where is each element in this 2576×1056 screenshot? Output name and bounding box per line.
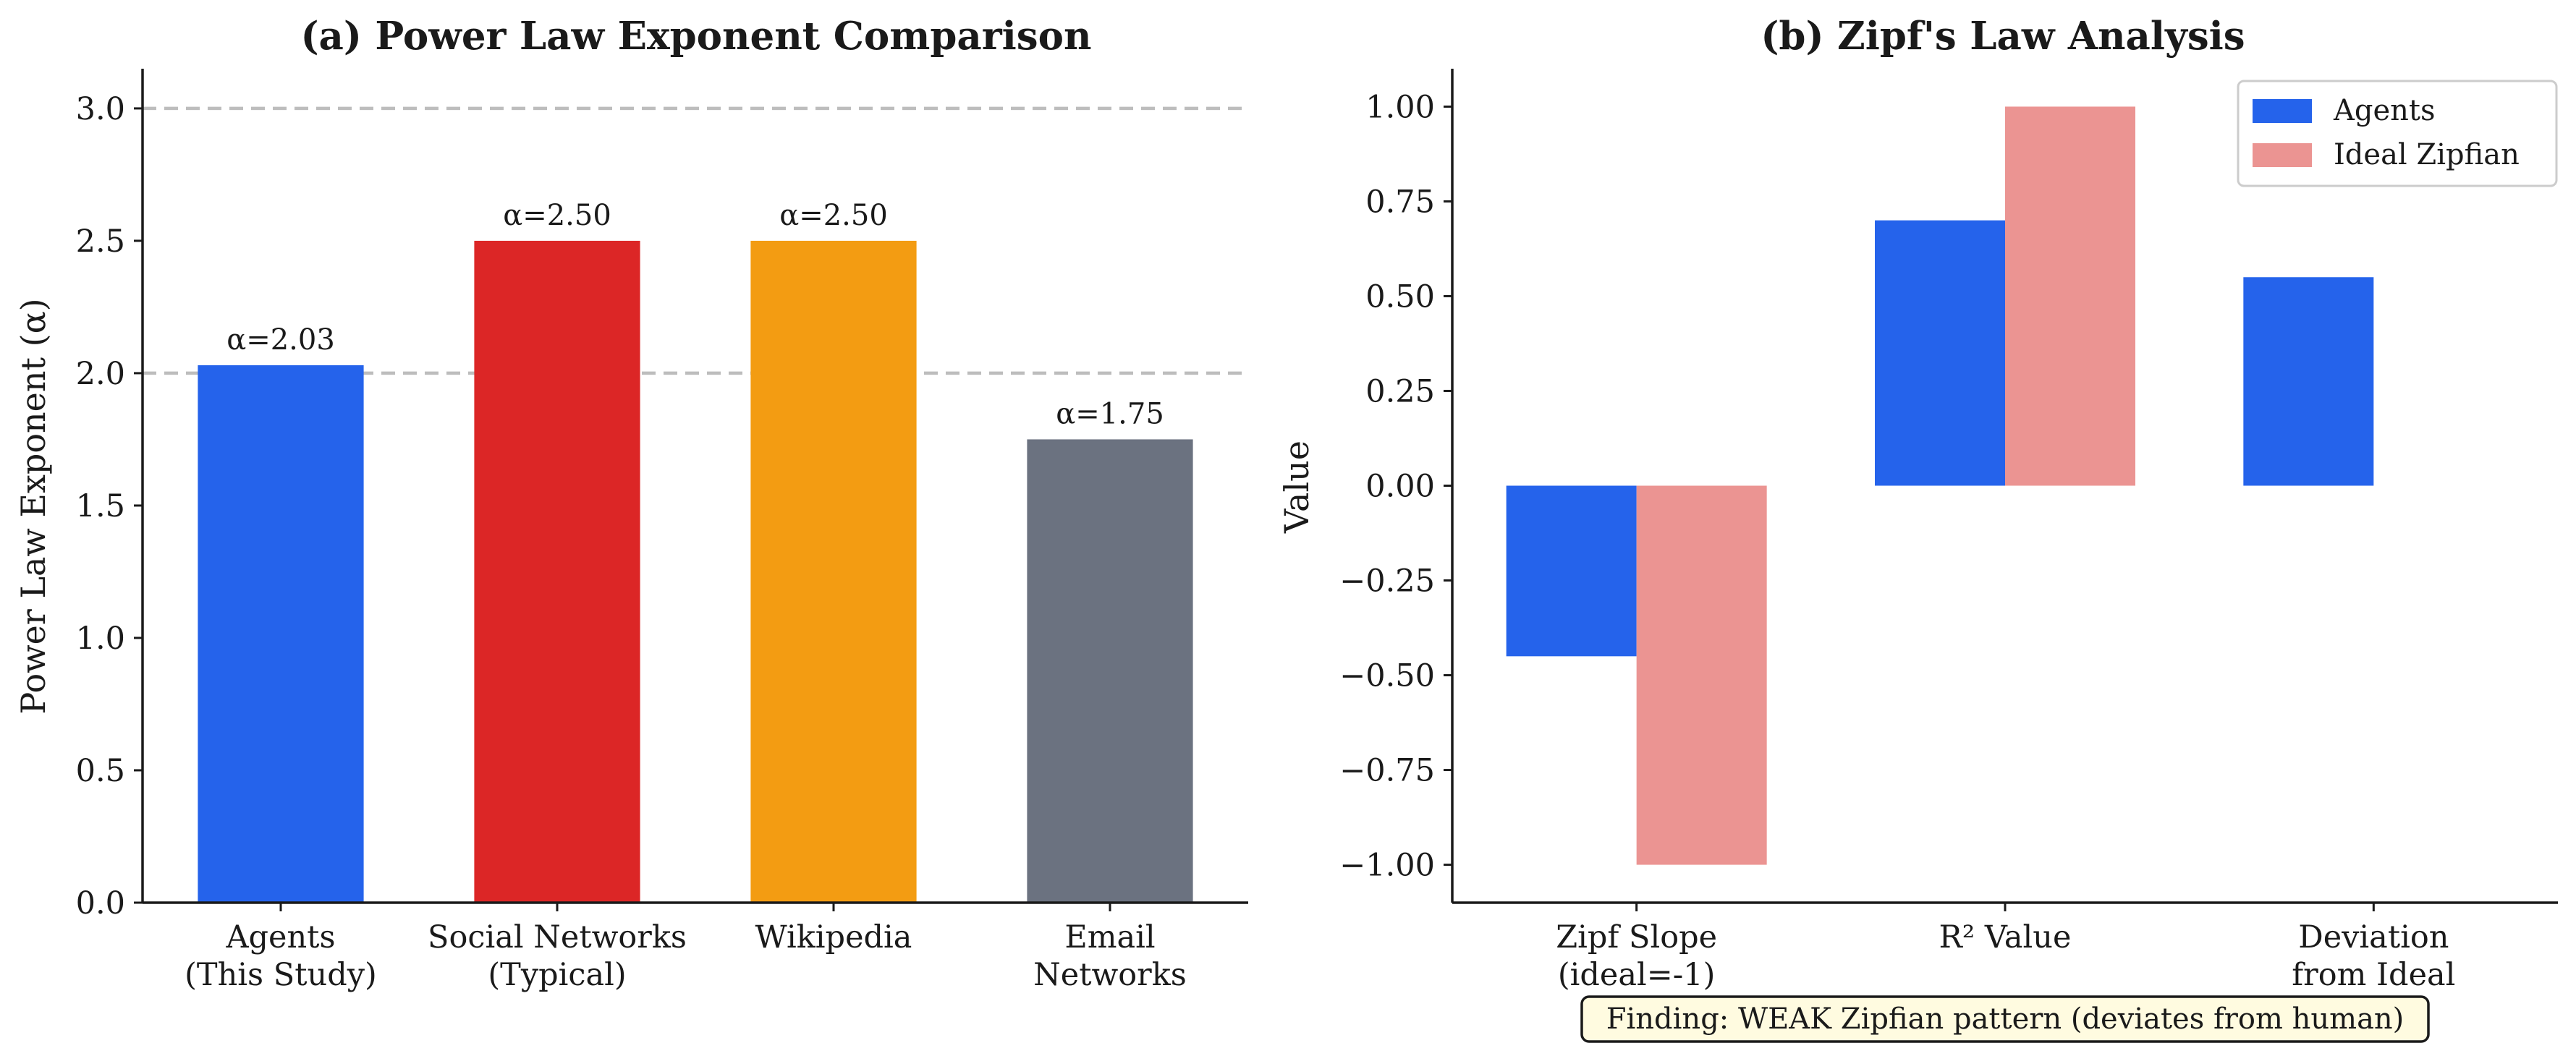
x-tick-label-3-0: Email xyxy=(1064,919,1155,955)
bar-0 xyxy=(198,365,364,903)
y-tick-label-4: 2.0 xyxy=(76,356,125,392)
finding-text: Finding: WEAK Zipfian pattern (deviates … xyxy=(1606,1002,2405,1036)
power-law-panel: (a) Power Law Exponent Comparison α=2.03… xyxy=(14,14,1248,993)
y-tick-label-0: 0.0 xyxy=(76,885,125,921)
y-tick-label-b-7: 0.75 xyxy=(1365,184,1435,220)
legend-label-agents: Agents xyxy=(2333,94,2436,127)
zipf-panel: (b) Zipf's Law Analysis −1.00−0.75−0.50−… xyxy=(1277,14,2558,1043)
x-tick-label-b-2-0: Deviation xyxy=(2298,919,2449,955)
x-tick-label-1-1: (Typical) xyxy=(488,957,626,993)
y-tick-label-b-6: 0.50 xyxy=(1365,278,1435,315)
y-ticks-b: −1.00 −0.75 −0.50 −0.25 0.00 0.25 0.50 0.75 1.00 xyxy=(1339,89,1452,884)
y-tick-label-b-2: −0.50 xyxy=(1339,658,1435,694)
y-tick-label-1: 0.5 xyxy=(76,753,125,789)
x-tick-label-b-2-1: from Ideal xyxy=(2292,957,2455,993)
chart-title-a: (a) Power Law Exponent Comparison xyxy=(300,14,1091,59)
legend-box xyxy=(2237,80,2558,187)
x-tick-label-3-1: Networks xyxy=(1033,957,1187,993)
bar-agents-1 xyxy=(1875,220,2005,486)
y-axis-label-b: Value xyxy=(1277,440,1316,534)
x-tick-label-b-1-0: R² Value xyxy=(1939,919,2072,955)
bar-label-2: α=2.50 xyxy=(779,199,888,232)
y-tick-label-b-4: 0.00 xyxy=(1365,469,1435,505)
bars-b xyxy=(1506,106,2374,865)
axes-a xyxy=(141,69,1248,904)
legend-swatch-ideal xyxy=(2253,143,2312,167)
y-tick-label-5: 2.5 xyxy=(76,223,125,260)
x-tick-label-0-0: Agents xyxy=(225,919,335,955)
finding-box xyxy=(1580,995,2430,1043)
bar-labels-a: α=2.03 α=2.50 α=2.50 α=1.75 xyxy=(226,199,1164,431)
y-tick-label-3: 1.5 xyxy=(76,488,125,524)
y-tick-label-b-1: −0.75 xyxy=(1339,753,1435,789)
legend: Agents Ideal Zipfian xyxy=(2237,80,2558,187)
legend-swatch-agents xyxy=(2253,99,2312,123)
bar-label-1: α=2.50 xyxy=(503,199,611,232)
bars-a xyxy=(198,240,1193,903)
bar-1 xyxy=(474,240,640,903)
x-ticks-a: Agents(This Study) Social Networks(Typica… xyxy=(185,903,1187,993)
x-tick-label-2-0: Wikipedia xyxy=(755,919,912,955)
finding-annotation: Finding: WEAK Zipfian pattern (deviates … xyxy=(1580,995,2430,1043)
bar-ideal-zipfian-0 xyxy=(1636,485,1767,865)
y-axis-label-a: Power Law Exponent (α) xyxy=(14,298,53,714)
y-tick-label-b-8: 1.00 xyxy=(1365,89,1435,125)
y-tick-label-6: 3.0 xyxy=(76,91,125,127)
legend-label-ideal: Ideal Zipfian xyxy=(2334,138,2520,171)
y-ticks-a: 0.0 0.5 1.0 1.5 2.0 2.5 3.0 xyxy=(76,91,143,921)
y-tick-label-b-5: 0.25 xyxy=(1365,373,1435,409)
x-tick-label-b-0-0: Zipf Slope xyxy=(1556,919,1717,955)
y-tick-label-2: 1.0 xyxy=(76,621,125,657)
bar-2 xyxy=(750,240,917,903)
bar-label-0: α=2.03 xyxy=(226,323,335,357)
x-tick-label-1-0: Social Networks xyxy=(428,919,687,955)
bar-3 xyxy=(1027,439,1193,903)
bar-agents-2 xyxy=(2243,277,2374,486)
bar-label-3: α=1.75 xyxy=(1056,397,1164,430)
bar-ideal-zipfian-1 xyxy=(2005,106,2135,486)
bar-agents-0 xyxy=(1506,485,1637,657)
x-ticks-b: Zipf Slope(ideal=-1) R² Value Deviationfro… xyxy=(1556,903,2455,993)
x-tick-label-b-0-1: (ideal=-1) xyxy=(1558,957,1716,993)
chart-title-b: (b) Zipf's Law Analysis xyxy=(1761,14,2245,59)
y-tick-label-b-0: −1.00 xyxy=(1339,848,1435,884)
y-tick-label-b-3: −0.25 xyxy=(1339,563,1435,600)
x-tick-label-0-1: (This Study) xyxy=(185,957,377,993)
